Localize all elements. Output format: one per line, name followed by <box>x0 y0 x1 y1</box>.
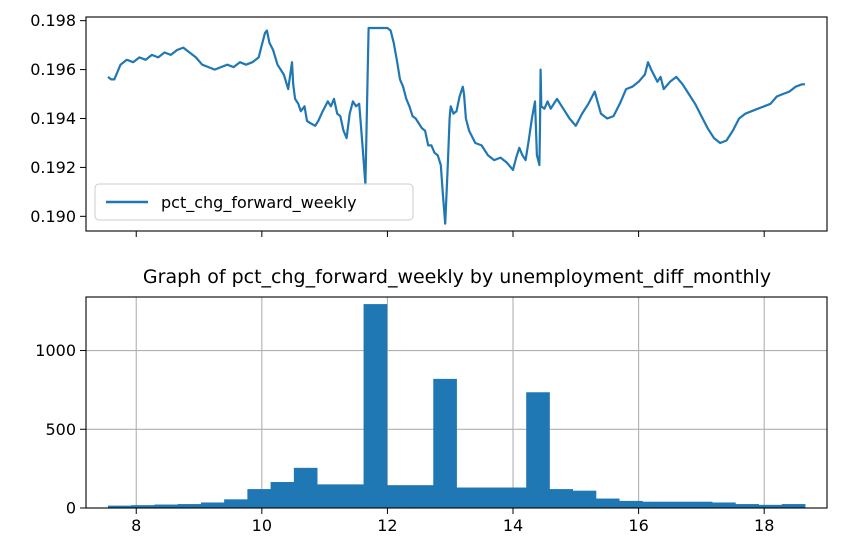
histogram-bar <box>270 482 295 508</box>
line-chart-ytick-label: 0.198 <box>30 11 76 30</box>
legend-box <box>94 183 414 221</box>
line-chart-legend: pct_chg_forward_weekly <box>94 183 414 221</box>
line-chart-frame <box>85 16 828 232</box>
histogram-bar <box>224 499 248 508</box>
histogram-bar <box>154 504 179 508</box>
histogram-bar <box>177 504 202 508</box>
histogram-bar <box>363 304 388 508</box>
histogram-ytick-label: 1000 <box>35 341 76 360</box>
histogram-xtick-label: 12 <box>377 516 397 535</box>
histogram-bar <box>502 487 527 508</box>
histogram-title: Graph of pct_chg_forward_weekly by unemp… <box>143 266 771 288</box>
histogram-bar <box>200 502 225 508</box>
histogram-bar <box>735 504 759 508</box>
histogram-xtick-label: 18 <box>754 516 774 535</box>
histogram-bar <box>688 501 713 508</box>
histogram-bar <box>619 500 643 508</box>
histogram-bar <box>386 485 411 508</box>
histogram-bar <box>642 501 667 508</box>
histogram-bar <box>549 489 574 508</box>
histogram-bar <box>595 498 620 508</box>
histogram-bar <box>479 487 504 508</box>
line-chart-ytick-label: 0.192 <box>30 158 76 177</box>
line-chart-ytick-label: 0.196 <box>30 60 76 79</box>
series-line <box>107 26 805 225</box>
histogram-bar <box>758 504 783 508</box>
histogram-bars <box>107 304 806 508</box>
histogram-xtick-label: 10 <box>252 516 272 535</box>
histogram-bar <box>340 484 364 508</box>
line-chart-ticks: 0.190 0.192 0.194 0.196 0.198 <box>30 11 765 237</box>
legend-label: pct_chg_forward_weekly <box>161 193 357 213</box>
histogram-bar <box>572 490 597 508</box>
histogram-ticks: 8 10 12 14 16 18 0 500 1000 <box>35 341 774 535</box>
histogram-bar <box>247 489 272 508</box>
histogram-chart: Graph of pct_chg_forward_weekly by unemp… <box>35 266 828 535</box>
histogram-bar <box>293 467 318 508</box>
histogram-bar <box>410 485 434 508</box>
line-chart: 0.190 0.192 0.194 0.196 0.198 pct_chg_forwar… <box>30 11 828 237</box>
histogram-frame <box>85 296 828 509</box>
line-chart-series <box>107 26 805 225</box>
histogram-bar <box>665 501 690 508</box>
histogram-bar <box>712 502 736 508</box>
line-chart-ytick-label: 0.190 <box>30 207 76 226</box>
histogram-bar <box>107 505 132 508</box>
histogram-bar <box>131 505 155 508</box>
histogram-bar <box>433 378 457 508</box>
histogram-ytick-label: 500 <box>45 420 76 439</box>
histogram-ytick-label: 0 <box>66 499 76 518</box>
histogram-xtick-label: 14 <box>503 516 523 535</box>
line-chart-ytick-label: 0.194 <box>30 109 76 128</box>
histogram-bar <box>317 484 341 508</box>
histogram-bar <box>526 392 550 508</box>
histogram-bar <box>456 487 481 508</box>
histogram-xtick-label: 8 <box>131 516 141 535</box>
histogram-bar <box>781 504 806 508</box>
histogram-xtick-label: 16 <box>628 516 648 535</box>
